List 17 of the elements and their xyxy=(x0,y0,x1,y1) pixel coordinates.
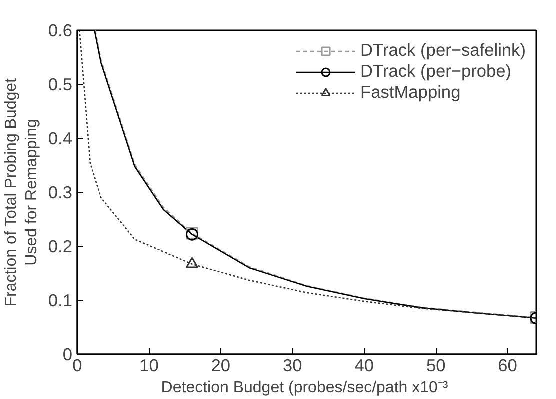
x-tick-label: 40 xyxy=(354,356,374,376)
y-tick-label: 0.6 xyxy=(48,20,73,40)
y-tick-label: 0.5 xyxy=(48,74,73,94)
y-tick-label: 0.4 xyxy=(48,128,73,148)
legend-label: FastMapping xyxy=(360,82,461,103)
legend-label: DTrack (per−probe) xyxy=(360,61,512,82)
x-tick-label: 60 xyxy=(498,356,518,376)
x-tick-label: 20 xyxy=(211,356,231,376)
y-tick-label: 0.2 xyxy=(48,236,73,256)
legend-label: DTrack (per−safelink) xyxy=(360,40,526,61)
y-axis-title: Fraction of Total Probing Budget Used for Remapping xyxy=(3,78,40,307)
x-tick-label: 10 xyxy=(140,356,159,376)
y-tick-label: 0.1 xyxy=(48,290,73,310)
x-tick-label: 30 xyxy=(283,356,302,376)
x-tick-label: 50 xyxy=(426,356,446,376)
y-tick-label: 0.3 xyxy=(48,182,73,202)
x-axis-title: Detection Budget (probes/sec/path x10⁻³ xyxy=(161,380,449,396)
